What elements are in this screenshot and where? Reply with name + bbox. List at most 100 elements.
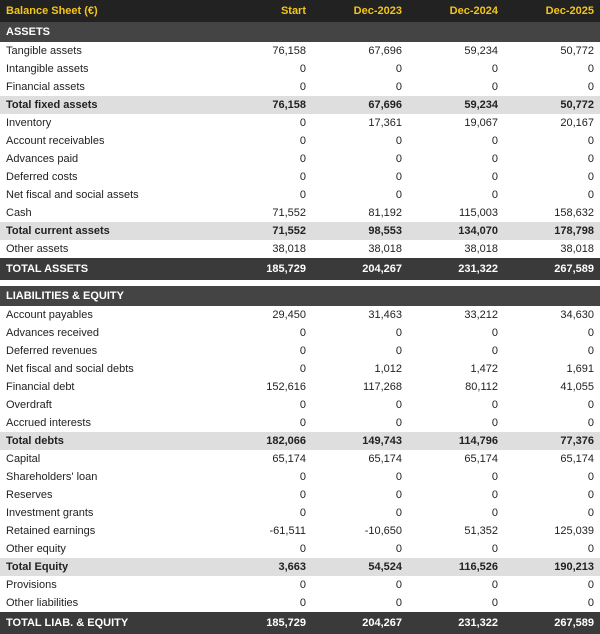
- cell-value: 0: [408, 396, 504, 414]
- cell-value: 115,003: [408, 204, 504, 222]
- cell-value: 67,696: [312, 42, 408, 60]
- cell-value: [216, 22, 312, 42]
- cell-value: 0: [408, 540, 504, 558]
- cell-value: 0: [408, 576, 504, 594]
- cell-value: 0: [504, 78, 600, 96]
- title-cell: Balance Sheet (€): [0, 0, 216, 22]
- cell-value: [504, 22, 600, 42]
- cell-value: 134,070: [408, 222, 504, 240]
- table-row: Advances paid0000: [0, 150, 600, 168]
- cell-value: 65,174: [216, 450, 312, 468]
- cell-value: 0: [216, 60, 312, 78]
- cell-value: 0: [504, 132, 600, 150]
- row-label: Other liabilities: [0, 594, 216, 612]
- cell-value: [408, 286, 504, 306]
- row-label: Retained earnings: [0, 522, 216, 540]
- cell-value: 34,630: [504, 306, 600, 324]
- cell-value: 0: [216, 504, 312, 522]
- row-label: Total current assets: [0, 222, 216, 240]
- cell-value: 125,039: [504, 522, 600, 540]
- cell-value: 0: [504, 576, 600, 594]
- col-header: Start: [216, 0, 312, 22]
- cell-value: 0: [216, 78, 312, 96]
- cell-value: 182,066: [216, 432, 312, 450]
- table-row: Intangible assets0000: [0, 60, 600, 78]
- cell-value: [216, 286, 312, 306]
- cell-value: 76,158: [216, 42, 312, 60]
- cell-value: 29,450: [216, 306, 312, 324]
- cell-value: 38,018: [408, 240, 504, 258]
- row-label: Reserves: [0, 486, 216, 504]
- cell-value: 0: [312, 594, 408, 612]
- row-label: Advances paid: [0, 150, 216, 168]
- cell-value: 0: [408, 78, 504, 96]
- table-row: Total Equity3,66354,524116,526190,213: [0, 558, 600, 576]
- cell-value: 81,192: [312, 204, 408, 222]
- cell-value: 0: [312, 414, 408, 432]
- cell-value: 0: [312, 540, 408, 558]
- cell-value: 0: [408, 168, 504, 186]
- cell-value: -61,511: [216, 522, 312, 540]
- cell-value: 50,772: [504, 96, 600, 114]
- cell-value: 65,174: [504, 450, 600, 468]
- row-label: Financial debt: [0, 378, 216, 396]
- row-label: ASSETS: [0, 22, 216, 42]
- cell-value: 65,174: [312, 450, 408, 468]
- cell-value: 0: [312, 486, 408, 504]
- table-row: Account receivables0000: [0, 132, 600, 150]
- table-row: Total debts182,066149,743114,79677,376: [0, 432, 600, 450]
- cell-value: [408, 22, 504, 42]
- row-label: Account payables: [0, 306, 216, 324]
- table-row: Total fixed assets76,15867,69659,23450,7…: [0, 96, 600, 114]
- header-row: Balance Sheet (€) Start Dec-2023 Dec-202…: [0, 0, 600, 22]
- cell-value: 1,472: [408, 360, 504, 378]
- row-label: Shareholders' loan: [0, 468, 216, 486]
- cell-value: 114,796: [408, 432, 504, 450]
- cell-value: 38,018: [504, 240, 600, 258]
- balance-sheet-table: Balance Sheet (€) Start Dec-2023 Dec-202…: [0, 0, 600, 634]
- row-label: Cash: [0, 204, 216, 222]
- cell-value: 0: [504, 468, 600, 486]
- cell-value: 0: [408, 324, 504, 342]
- row-label: Net fiscal and social debts: [0, 360, 216, 378]
- cell-value: 185,729: [216, 612, 312, 634]
- table-row: Financial assets0000: [0, 78, 600, 96]
- cell-value: 71,552: [216, 204, 312, 222]
- cell-value: 50,772: [504, 42, 600, 60]
- table-row: Other equity0000: [0, 540, 600, 558]
- row-label: Other equity: [0, 540, 216, 558]
- cell-value: 3,663: [216, 558, 312, 576]
- cell-value: 54,524: [312, 558, 408, 576]
- cell-value: 38,018: [312, 240, 408, 258]
- cell-value: 0: [504, 414, 600, 432]
- cell-value: 0: [312, 60, 408, 78]
- table-row: Other assets38,01838,01838,01838,018: [0, 240, 600, 258]
- cell-value: 0: [504, 186, 600, 204]
- cell-value: 0: [504, 504, 600, 522]
- cell-value: 77,376: [504, 432, 600, 450]
- row-label: TOTAL LIAB. & EQUITY: [0, 612, 216, 634]
- cell-value: 51,352: [408, 522, 504, 540]
- cell-value: 0: [408, 132, 504, 150]
- cell-value: 0: [216, 360, 312, 378]
- table-row: Other liabilities0000: [0, 594, 600, 612]
- cell-value: 116,526: [408, 558, 504, 576]
- cell-value: 0: [312, 324, 408, 342]
- cell-value: 185,729: [216, 258, 312, 280]
- cell-value: 0: [216, 594, 312, 612]
- row-label: Investment grants: [0, 504, 216, 522]
- cell-value: 0: [408, 468, 504, 486]
- row-label: Other assets: [0, 240, 216, 258]
- cell-value: 67,696: [312, 96, 408, 114]
- table-row: Cash71,55281,192115,003158,632: [0, 204, 600, 222]
- row-label: Net fiscal and social assets: [0, 186, 216, 204]
- cell-value: 0: [216, 342, 312, 360]
- cell-value: 0: [504, 60, 600, 78]
- table-row: Advances received0000: [0, 324, 600, 342]
- cell-value: 117,268: [312, 378, 408, 396]
- cell-value: 0: [408, 342, 504, 360]
- row-label: Provisions: [0, 576, 216, 594]
- cell-value: 0: [312, 504, 408, 522]
- table-row: LIABILITIES & EQUITY: [0, 286, 600, 306]
- table-row: Total current assets71,55298,553134,0701…: [0, 222, 600, 240]
